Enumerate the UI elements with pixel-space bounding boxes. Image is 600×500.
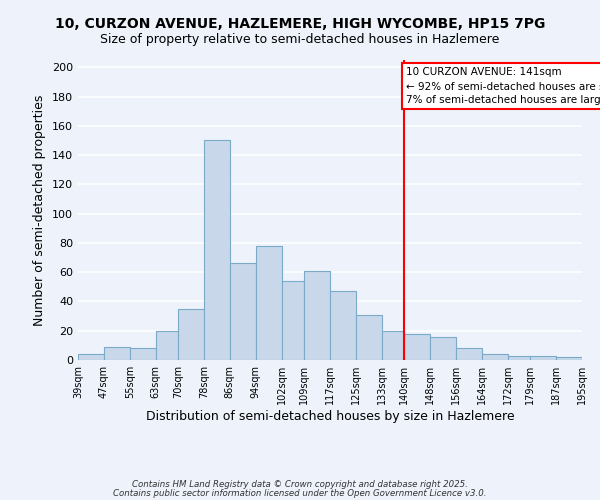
Bar: [556, 357, 582, 360]
Text: 10, CURZON AVENUE, HAZLEMERE, HIGH WYCOMBE, HP15 7PG: 10, CURZON AVENUE, HAZLEMERE, HIGH WYCOM…: [55, 18, 545, 32]
Bar: [456, 348, 482, 360]
Y-axis label: Number of semi-detached properties: Number of semi-detached properties: [34, 94, 46, 326]
Bar: [330, 291, 356, 360]
Bar: [230, 264, 256, 360]
Text: Contains public sector information licensed under the Open Government Licence v3: Contains public sector information licen…: [113, 488, 487, 498]
Bar: [530, 356, 556, 360]
Bar: [430, 336, 456, 360]
Bar: [204, 140, 230, 360]
Bar: [78, 354, 104, 360]
Text: Contains HM Land Registry data © Crown copyright and database right 2025.: Contains HM Land Registry data © Crown c…: [132, 480, 468, 489]
Bar: [281, 281, 304, 360]
Bar: [178, 309, 204, 360]
Bar: [482, 354, 508, 360]
Bar: [404, 334, 430, 360]
Bar: [155, 330, 178, 360]
Bar: [304, 270, 330, 360]
Text: 10 CURZON AVENUE: 141sqm
← 92% of semi-detached houses are smaller (573)
7% of s: 10 CURZON AVENUE: 141sqm ← 92% of semi-d…: [406, 68, 600, 106]
Bar: [130, 348, 155, 360]
Bar: [356, 314, 382, 360]
Text: Size of property relative to semi-detached houses in Hazlemere: Size of property relative to semi-detach…: [100, 32, 500, 46]
Bar: [508, 356, 530, 360]
X-axis label: Distribution of semi-detached houses by size in Hazlemere: Distribution of semi-detached houses by …: [146, 410, 514, 423]
Bar: [256, 246, 281, 360]
Bar: [382, 330, 404, 360]
Bar: [104, 347, 130, 360]
